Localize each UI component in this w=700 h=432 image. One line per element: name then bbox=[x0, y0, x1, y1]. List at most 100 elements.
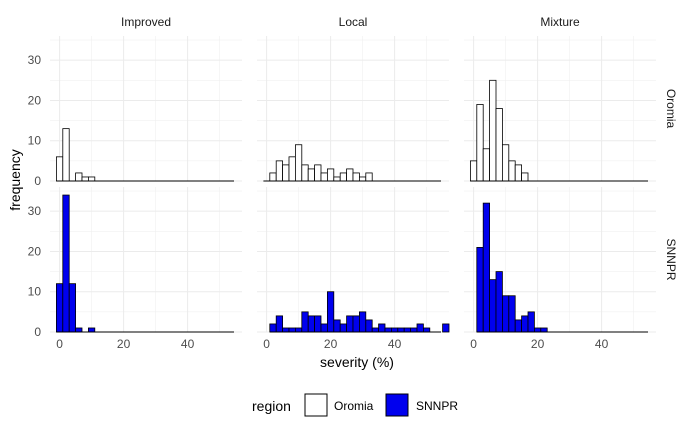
histogram-bar bbox=[56, 156, 64, 182]
x-tick-label: 40 bbox=[388, 337, 402, 351]
histogram-bar bbox=[521, 315, 529, 333]
histogram-bar bbox=[540, 327, 548, 333]
panel-improved-snnpr bbox=[50, 187, 242, 333]
histogram-bar bbox=[320, 323, 328, 333]
histogram-bar bbox=[410, 327, 418, 333]
facet-column-label: Local bbox=[339, 15, 368, 29]
histogram-bar bbox=[508, 295, 516, 333]
histogram-bar bbox=[514, 164, 523, 182]
bars-mixture-snnpr bbox=[476, 202, 648, 333]
x-tick-label: 0 bbox=[56, 337, 63, 351]
histogram-bar bbox=[482, 202, 491, 333]
histogram-bar bbox=[339, 323, 348, 333]
histogram-bar bbox=[307, 315, 316, 333]
x-tick-label: 40 bbox=[181, 337, 195, 351]
y-axis-title: frequency bbox=[7, 149, 23, 210]
histogram-bar bbox=[275, 315, 284, 333]
histogram-bar bbox=[495, 108, 503, 182]
bars-improved-snnpr bbox=[56, 194, 234, 333]
y-tick-label: 20 bbox=[28, 93, 42, 107]
histogram-bar bbox=[489, 279, 497, 333]
histogram-bar bbox=[294, 144, 303, 182]
histogram-bar bbox=[365, 319, 373, 333]
histogram-bar bbox=[282, 164, 290, 182]
x-tick-label: 20 bbox=[117, 337, 131, 351]
histogram-bar bbox=[56, 283, 64, 333]
histogram-bar bbox=[482, 148, 491, 182]
y-tick-label: 20 bbox=[28, 244, 42, 258]
histogram-bar bbox=[269, 323, 277, 333]
y-tick-label: 30 bbox=[28, 53, 42, 67]
histogram-bar bbox=[88, 327, 96, 333]
histogram-bar bbox=[527, 311, 535, 333]
y-tick-label: 0 bbox=[34, 325, 41, 339]
x-tick-label: 0 bbox=[263, 337, 270, 351]
histogram-bar bbox=[346, 168, 354, 182]
histogram-bar bbox=[397, 327, 405, 333]
histogram-bar bbox=[269, 172, 277, 182]
histogram-bar bbox=[403, 327, 412, 333]
x-tick-label: 20 bbox=[531, 337, 545, 351]
legend-key-oromia bbox=[304, 393, 328, 417]
histogram-bar bbox=[358, 311, 367, 333]
histogram-bar bbox=[275, 160, 284, 182]
histogram-bar bbox=[384, 327, 392, 333]
panel-local-oromia bbox=[257, 36, 449, 182]
histogram-bar bbox=[75, 172, 83, 182]
histogram-bar bbox=[489, 79, 497, 182]
histogram-bar bbox=[326, 291, 335, 333]
x-tick-label: 40 bbox=[595, 337, 609, 351]
x-tick-label: 20 bbox=[324, 337, 338, 351]
histogram-bar bbox=[294, 327, 303, 333]
legend-label-oromia: Oromia bbox=[334, 399, 374, 413]
histogram-bar bbox=[88, 176, 96, 182]
histogram-bar bbox=[307, 168, 316, 182]
panel-background bbox=[257, 187, 449, 332]
bars-local-oromia bbox=[263, 144, 441, 182]
facet-row-label: Oromia bbox=[664, 89, 678, 129]
legend-key-snnpr bbox=[385, 393, 409, 417]
histogram-bar bbox=[75, 327, 83, 333]
histogram-bar bbox=[333, 176, 341, 182]
histogram-bar bbox=[346, 315, 354, 333]
bars-local-snnpr bbox=[269, 291, 450, 333]
x-axis-title: severity (%) bbox=[320, 354, 394, 370]
facet-row-label: SNNPR bbox=[664, 238, 678, 280]
y-tick-label: 10 bbox=[28, 285, 42, 299]
y-tick-label: 30 bbox=[28, 204, 42, 218]
histogram-bar bbox=[534, 327, 542, 333]
panel-improved-oromia bbox=[50, 36, 242, 182]
panel-background bbox=[257, 36, 449, 181]
histogram-bar bbox=[288, 327, 296, 333]
histogram-bar bbox=[81, 176, 89, 182]
histogram-bar bbox=[314, 315, 322, 333]
histogram-bar bbox=[422, 327, 431, 333]
histogram-bar bbox=[514, 319, 523, 333]
y-tick-label: 0 bbox=[34, 174, 41, 188]
histogram-bar bbox=[62, 194, 70, 333]
facet-column-label: Mixture bbox=[540, 15, 580, 29]
histogram-bar bbox=[442, 323, 450, 333]
panel-local-snnpr bbox=[257, 187, 449, 333]
histogram-bar bbox=[416, 323, 424, 333]
histogram-bar bbox=[476, 104, 484, 182]
histogram-bar bbox=[501, 295, 510, 333]
histogram-bar bbox=[62, 128, 70, 182]
legend-label-snnpr: SNNPR bbox=[416, 399, 458, 413]
histogram-bar bbox=[371, 327, 380, 333]
facet-column-label: Improved bbox=[121, 15, 171, 29]
histogram-bar bbox=[339, 172, 348, 182]
panel-background bbox=[50, 36, 242, 181]
histogram-bar bbox=[501, 144, 510, 182]
y-tick-label: 10 bbox=[28, 134, 42, 148]
legend-title: region bbox=[252, 398, 291, 414]
histogram-bar bbox=[352, 172, 360, 182]
histogram-bar bbox=[352, 315, 360, 333]
histogram-bar bbox=[301, 311, 309, 333]
histogram-bar bbox=[326, 168, 335, 182]
bars-improved-oromia bbox=[56, 128, 234, 182]
histogram-bar bbox=[301, 164, 309, 182]
histogram-bar bbox=[365, 172, 373, 182]
histogram-bar bbox=[282, 327, 290, 333]
histogram-bar bbox=[469, 160, 478, 182]
